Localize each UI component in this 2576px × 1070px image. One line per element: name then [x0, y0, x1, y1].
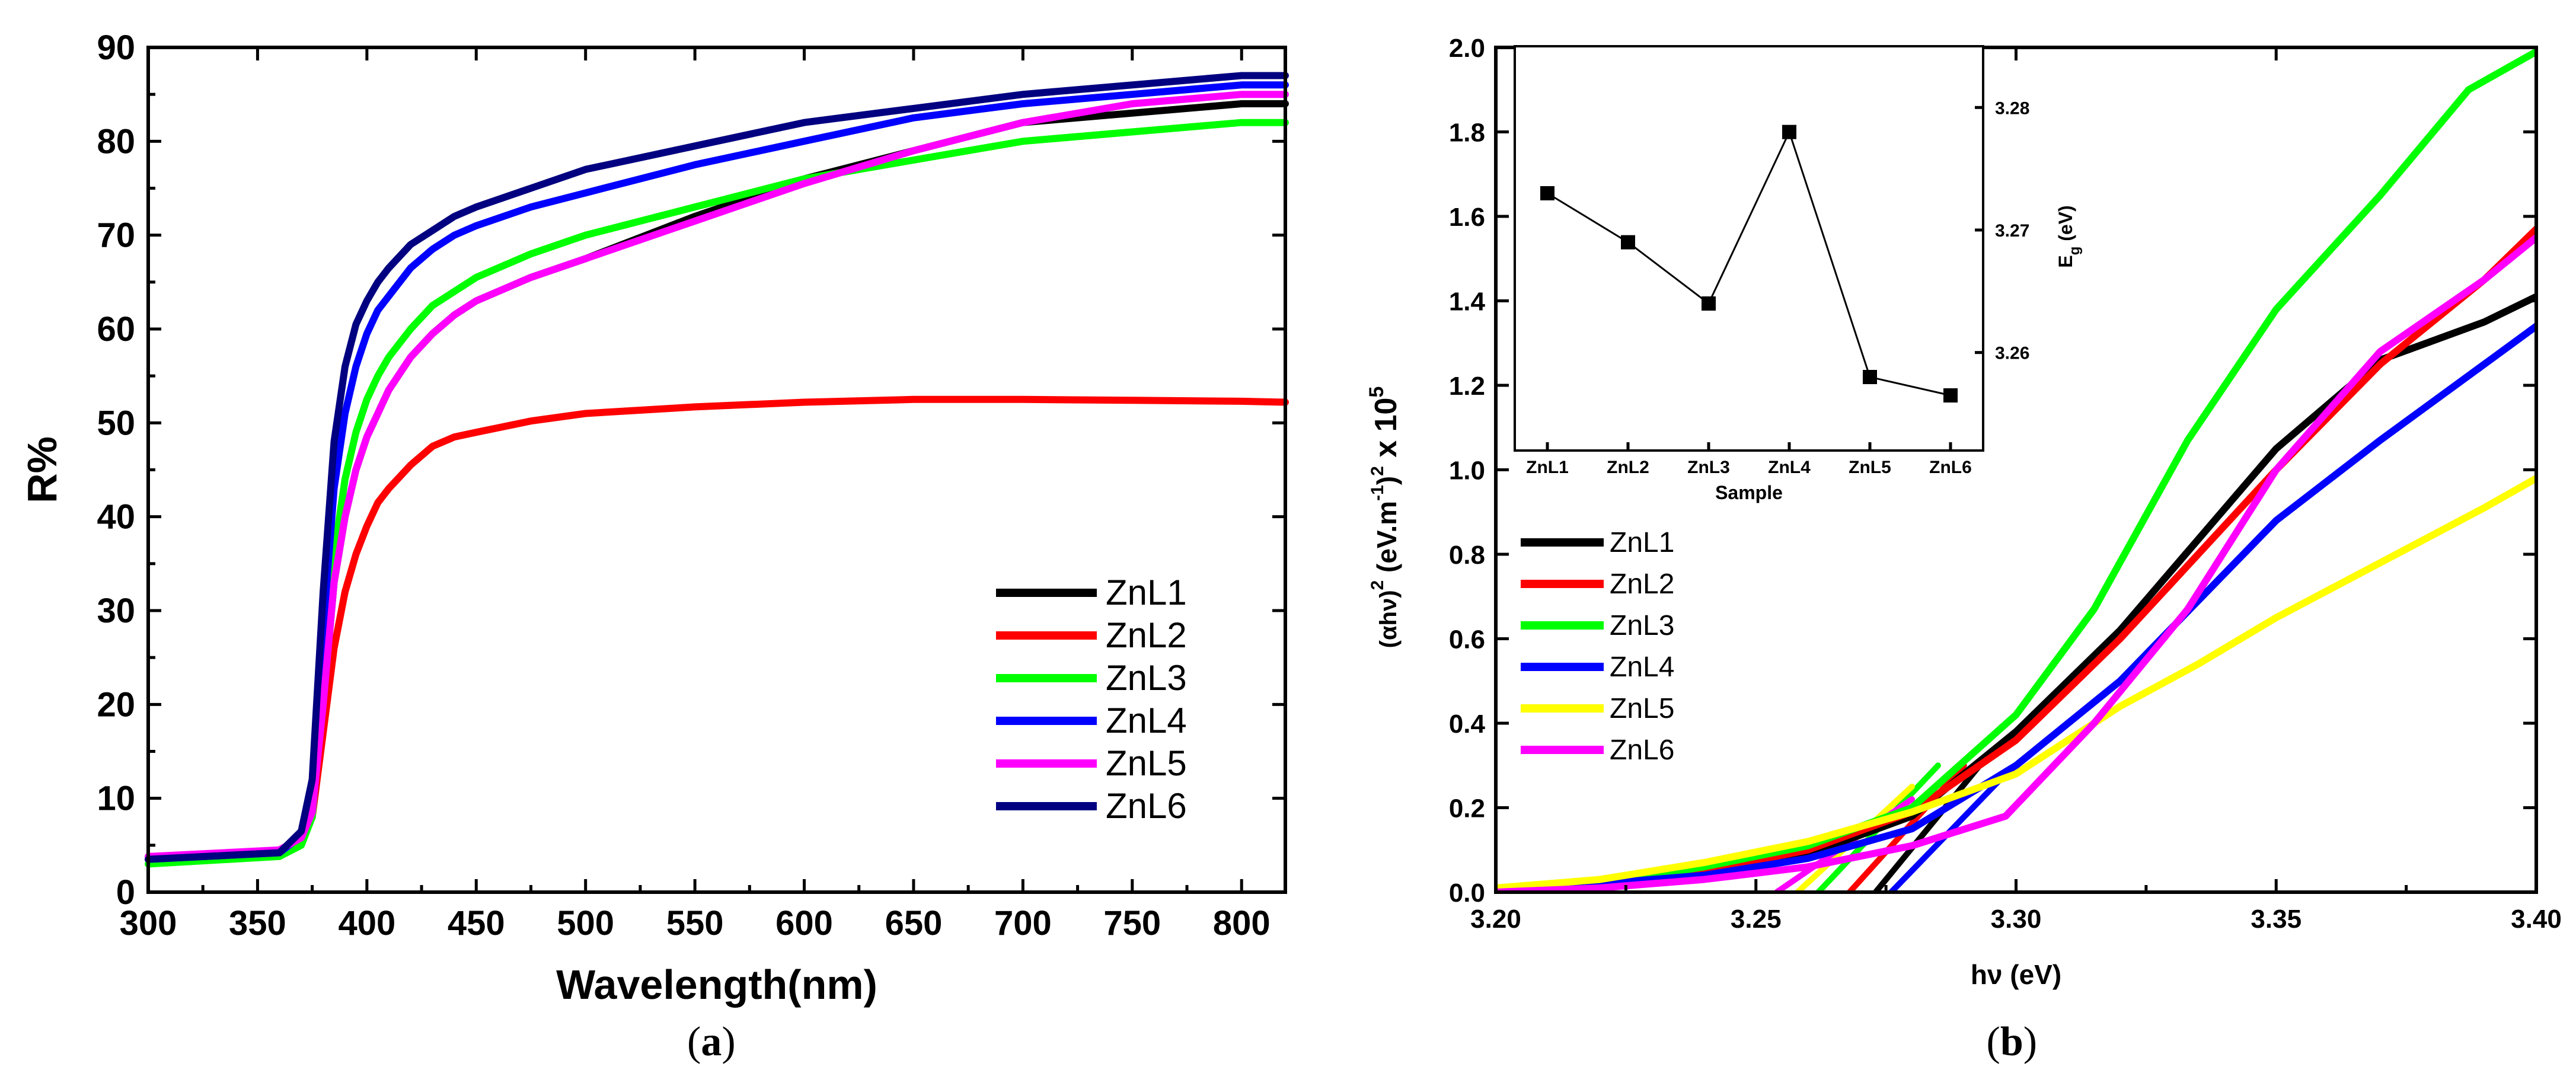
inset-marker-znl5: [1863, 370, 1877, 384]
y-tick-label: 50: [97, 404, 135, 442]
y-tick-label: 0.4: [1449, 710, 1486, 739]
x-tick-label: 650: [885, 904, 943, 943]
inset-x-axis-title: Sample: [1715, 482, 1783, 503]
inset-y-tick-label: 3.26: [1995, 344, 2029, 363]
inset-x-tick-label: ZnL2: [1607, 458, 1649, 477]
y-tick-label: 1.4: [1449, 288, 1486, 317]
x-tick-label: 750: [1103, 904, 1161, 943]
inset-marker-znl2: [1621, 235, 1635, 250]
panel-a-chart: 300 350 400 450 500 550 600 650 700 750 800 0 10 20 30…: [19, 28, 1289, 1065]
inset-y-tick-label: 3.27: [1995, 221, 2029, 241]
inset-marker-znl3: [1702, 296, 1716, 311]
legend-label-znl3: ZnL3: [1106, 658, 1187, 698]
x-tick-label: 400: [338, 904, 395, 943]
legend-label-znl2: ZnL2: [1106, 615, 1187, 655]
inset-y-axis-title: Eg (eV): [2055, 205, 2083, 267]
y-tick-label: 0.8: [1449, 541, 1485, 570]
y-axis-title: R%: [19, 436, 65, 503]
legend-label-znl6: ZnL6: [1610, 734, 1674, 766]
x-axis-title: hν (eV): [1971, 959, 2061, 990]
inset-x-tick-label: ZnL1: [1526, 458, 1569, 477]
y-tick-label: 1.6: [1449, 203, 1485, 232]
y-axis-title: (αhν)2 (eV.m-1)2 x 105: [1365, 387, 1403, 649]
series-line-znl6: [1496, 234, 2536, 892]
y-tick-label: 80: [97, 122, 135, 161]
inset-line: [1547, 129, 1951, 397]
y-tick-label: 0.6: [1449, 625, 1485, 654]
y-tick-label: 40: [97, 498, 135, 536]
panel-b-inset-chart: ZnL1 ZnL2 ZnL3 ZnL4 ZnL5 ZnL6 3.26 3.27 3.28 Samp…: [1514, 45, 2083, 503]
y-tick-label: 1.8: [1449, 119, 1485, 148]
x-tick-label: 550: [666, 904, 724, 943]
x-tick-label: 3.30: [1991, 905, 2042, 934]
y-tick-label: 2.0: [1449, 34, 1485, 63]
legend-label-znl4: ZnL4: [1106, 701, 1187, 740]
y-tick-label: 30: [97, 592, 135, 630]
series-line-znl5: [145, 91, 1289, 860]
series-line-znl5: [1496, 474, 2536, 892]
x-tick-label: 450: [448, 904, 505, 943]
x-axis-title: Wavelength(nm): [556, 962, 877, 1008]
y-tick-label: 0.2: [1449, 794, 1485, 823]
inset-frame: [1514, 45, 1984, 452]
x-tick-label: 3.25: [1731, 905, 1782, 934]
inset-marker-znl1: [1540, 186, 1554, 200]
legend-label-znl2: ZnL2: [1610, 568, 1674, 600]
y-tick-label: 70: [97, 216, 135, 255]
panel-label-b: (b): [1987, 1019, 2038, 1065]
x-tick-label: 350: [229, 904, 286, 943]
series-line-znl6: [145, 72, 1289, 863]
y-tick-label: 0: [116, 873, 135, 912]
legend-label-znl5: ZnL5: [1106, 743, 1187, 783]
inset-x-tick-label: ZnL5: [1849, 458, 1891, 477]
x-tick-label: 500: [557, 904, 614, 943]
x-tick-label: 3.35: [2251, 905, 2302, 934]
x-tick-label: 700: [994, 904, 1052, 943]
x-tick-label: 3.20: [1470, 905, 1521, 934]
y-tick-label: 90: [97, 28, 135, 67]
fit-line-znl1-fit: [1872, 762, 1983, 892]
x-tick-label: 800: [1213, 904, 1271, 943]
series-line-znl3: [1496, 48, 2536, 892]
inset-marker-znl6: [1943, 388, 1958, 403]
y-tick-label: 1.0: [1449, 456, 1485, 486]
panel-b-chart: 3.20 3.25 3.30 3.35 3.40 0.0 0.2 0.4 0.6 0.8 1.0 1.…: [1365, 34, 2562, 1065]
x-tick-label: 300: [120, 904, 177, 943]
legend-label-znl6: ZnL6: [1106, 786, 1187, 826]
legend-label-znl5: ZnL5: [1610, 693, 1674, 724]
x-tick-label: 3.40: [2511, 905, 2562, 934]
inset-x-tick-label: ZnL3: [1687, 458, 1730, 477]
inset-marker-znl4: [1782, 124, 1796, 139]
x-tick-label: 600: [775, 904, 833, 943]
y-tick-label: 0.0: [1449, 879, 1485, 908]
legend-label-znl3: ZnL3: [1610, 610, 1674, 641]
inset-x-tick-label: ZnL4: [1768, 458, 1811, 477]
legend-label-znl1: ZnL1: [1106, 573, 1187, 612]
legend-label-znl4: ZnL4: [1610, 651, 1674, 683]
y-tick-label: 10: [97, 780, 135, 818]
series-line-znl4: [1496, 322, 2536, 892]
y-tick-label: 60: [97, 310, 135, 349]
y-tick-label: 20: [97, 685, 135, 724]
legend-label-znl1: ZnL1: [1610, 527, 1674, 558]
y-tick-label: 1.2: [1449, 372, 1485, 401]
panel-label-a: (a): [687, 1019, 736, 1065]
inset-x-tick-label: ZnL6: [1929, 458, 1972, 477]
inset-y-tick-label: 3.28: [1995, 98, 2029, 118]
plot-area: [1496, 48, 2536, 892]
